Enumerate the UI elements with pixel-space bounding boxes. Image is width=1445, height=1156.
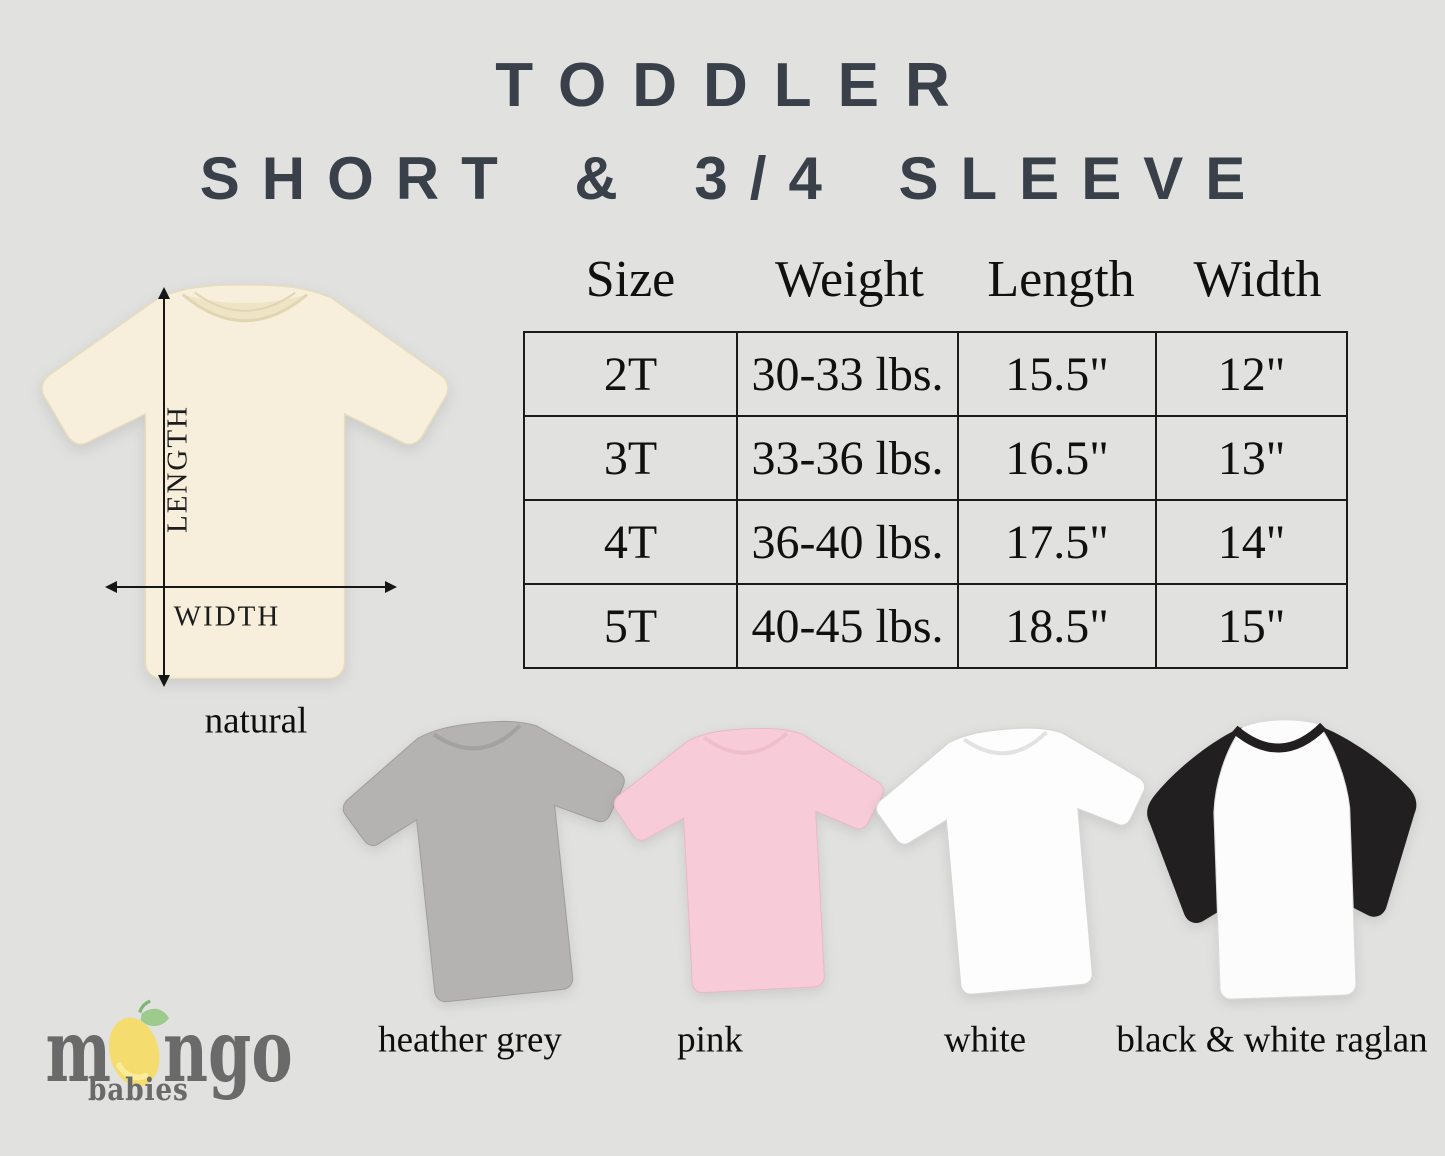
arrow-head-right-icon [385, 581, 397, 593]
mango-icon [108, 999, 170, 1087]
cell-length: 16.5" [957, 415, 1157, 501]
cell-width: 12" [1155, 331, 1348, 417]
width-arrow [105, 581, 397, 593]
table-row-3t: 3T 33-36 lbs. 16.5" 13" [523, 415, 1348, 501]
natural-shirt-collar-inner [194, 291, 296, 312]
cell-weight: 30-33 lbs. [736, 331, 959, 417]
heather-grey-shirt-image [342, 720, 625, 1003]
page-title-line-2: SHORT & 3/4 SLEEVE [199, 145, 1268, 212]
table-row-2t: 2T 30-33 lbs. 15.5" 12" [523, 331, 1348, 417]
length-dimension-label: LENGTH [161, 405, 194, 533]
logo-word-suffix: ngo [163, 1001, 293, 1103]
width-dimension-label: WIDTH [173, 600, 281, 633]
logo-word-prefix: m [45, 1001, 111, 1103]
arrow-head-down-icon [158, 675, 170, 687]
natural-color-label: natural [204, 700, 308, 742]
cell-width: 14" [1155, 499, 1348, 585]
raglan-shirt-body [1213, 719, 1357, 1000]
cell-length: 17.5" [957, 499, 1157, 585]
pink-label: pink [677, 1019, 743, 1061]
natural-shirt-body [41, 283, 449, 680]
cell-size: 2T [523, 331, 738, 417]
pink-shirt-collar [703, 731, 789, 755]
size-table-header-row: Size Weight Length Width [523, 250, 1354, 309]
cell-weight: 33-36 lbs. [736, 415, 959, 501]
pink-shirt-image [613, 727, 884, 994]
size-table: 2T 30-33 lbs. 15.5" 12" 3T 33-36 lbs. 16… [523, 331, 1348, 669]
page-title-line-1: TODDLER [495, 51, 976, 120]
column-header-weight: Weight [775, 251, 924, 308]
brand-logo: m ngo [20, 998, 343, 1103]
pink-shirt-body [613, 727, 884, 994]
mango-leaf [140, 1008, 170, 1027]
cell-length: 15.5" [957, 331, 1157, 417]
cell-weight: 36-40 lbs. [736, 499, 959, 585]
column-header-width: Width [1193, 251, 1322, 308]
cell-weight: 40-45 lbs. [736, 583, 959, 669]
mango-highlight [116, 1062, 149, 1081]
logo-tagline: babies [88, 1072, 189, 1108]
white-label: white [943, 1019, 1027, 1061]
column-header-size: Size [585, 251, 676, 308]
cell-length: 18.5" [957, 583, 1157, 669]
heather-grey-shirt-collar [432, 724, 522, 751]
table-row-5t: 5T 40-45 lbs. 18.5" 15" [523, 583, 1348, 669]
arrow-head-up-icon [158, 287, 170, 299]
white-shirt-body [875, 727, 1146, 995]
natural-shirt-collar-stitch [181, 293, 309, 323]
table-row-4t: 4T 36-40 lbs. 17.5" 14" [523, 499, 1348, 585]
mango-stem [138, 999, 151, 1013]
column-header-length: Length [987, 251, 1135, 308]
white-shirt-image [875, 727, 1146, 995]
raglan-shirt-image [1147, 719, 1417, 1000]
natural-shirt-image [41, 283, 449, 680]
cell-width: 13" [1155, 415, 1348, 501]
raglan-label: black & white raglan [1116, 1019, 1428, 1061]
heather-grey-label: heather grey [378, 1019, 562, 1061]
cell-width: 15" [1155, 583, 1348, 669]
length-arrow [158, 287, 170, 687]
cell-size: 3T [523, 415, 738, 501]
arrow-head-left-icon [105, 581, 117, 593]
raglan-collar [1231, 722, 1327, 753]
white-shirt-collar [963, 730, 1048, 756]
cell-size: 5T [523, 583, 738, 669]
cell-size: 4T [523, 499, 738, 585]
heather-grey-shirt-body [342, 720, 625, 1003]
